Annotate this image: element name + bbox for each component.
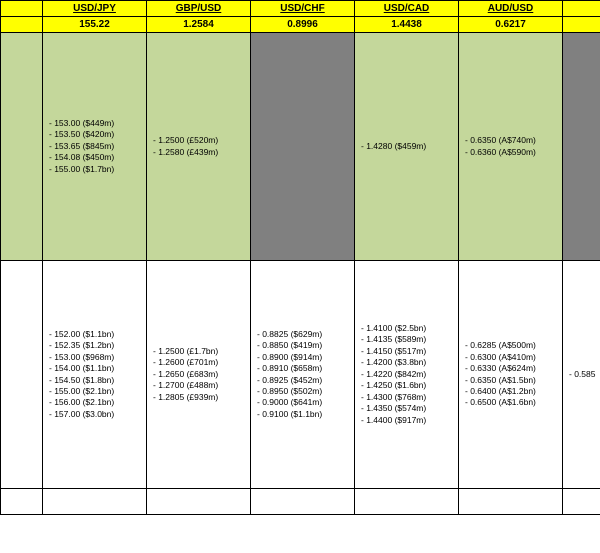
expiry-entry: 0.6300 (A$410m) (465, 352, 556, 363)
expiry-entry: 0.8900 ($914m) (257, 352, 348, 363)
header-pair-0: USD/JPY (43, 1, 147, 17)
expiry-entry: 1.4100 ($2.5bn) (361, 323, 452, 334)
green-cell-0: 153.00 ($449m)153.50 ($420m)153.65 ($845… (43, 33, 147, 261)
rate-1: 1.2584 (147, 17, 251, 33)
expiry-entry: 0.8910 ($658m) (257, 363, 348, 374)
footer-4 (459, 489, 563, 515)
expiry-entry: 153.00 ($449m) (49, 118, 140, 129)
header-pair-3: USD/CAD (355, 1, 459, 17)
white-sliver-left (1, 261, 43, 489)
expiry-entry: 0.8950 ($502m) (257, 386, 348, 397)
expiry-entry: 152.35 ($1.2bn) (49, 340, 140, 351)
white-band-row: 152.00 ($1.1bn)152.35 ($1.2bn)153.00 ($9… (1, 261, 600, 489)
expiry-entry: 1.4220 ($842m) (361, 369, 452, 380)
footer-0 (43, 489, 147, 515)
expiry-entry: 153.65 ($845m) (49, 141, 140, 152)
header-row: USD/JPY GBP/USD USD/CHF USD/CAD AUD/USD (1, 1, 600, 17)
expiry-entry: 1.2500 (£1.7bn) (153, 346, 244, 357)
footer-2 (251, 489, 355, 515)
expiry-entry: 1.4135 ($589m) (361, 334, 452, 345)
rate-3: 1.4438 (355, 17, 459, 33)
footer-blank-left (1, 489, 43, 515)
rate-2: 0.8996 (251, 17, 355, 33)
expiry-entry: 1.2805 (£939m) (153, 392, 244, 403)
expiry-entry: 1.2650 (£683m) (153, 369, 244, 380)
expiry-entry: 155.00 ($1.7bn) (49, 164, 140, 175)
footer-blank-right (563, 489, 600, 515)
green-cell-2 (251, 33, 355, 261)
green-sliver-right (563, 33, 600, 261)
footer-3 (355, 489, 459, 515)
white-sliver-right: 0.585 (563, 261, 600, 489)
expiry-entry: 1.2500 (£520m) (153, 135, 244, 146)
expiry-entry: 153.50 ($420m) (49, 129, 140, 140)
green-cell-4: 0.6350 (A$740m)0.6360 (A$590m) (459, 33, 563, 261)
header-blank-right (563, 1, 600, 17)
expiry-entry: 0.6330 (A$624m) (465, 363, 556, 374)
expiry-entry: 0.6360 (A$590m) (465, 147, 556, 158)
expiry-entry: 0.6500 (A$1.6bn) (465, 397, 556, 408)
green-cell-1: 1.2500 (£520m)1.2580 (£439m) (147, 33, 251, 261)
white-cell-1: 1.2500 (£1.7bn)1.2600 (£701m)1.2650 (£68… (147, 261, 251, 489)
rate-blank-right (563, 17, 600, 33)
footer-1 (147, 489, 251, 515)
expiry-entry: 157.00 ($3.0bn) (49, 409, 140, 420)
expiry-entry: 155.00 ($2.1bn) (49, 386, 140, 397)
expiry-entry: 0.585 (569, 369, 594, 380)
expiry-entry: 154.08 ($450m) (49, 152, 140, 163)
expiry-entry: 0.8925 ($452m) (257, 375, 348, 386)
white-cell-3: 1.4100 ($2.5bn)1.4135 ($589m)1.4150 ($51… (355, 261, 459, 489)
expiry-entry: 1.2580 (£439m) (153, 147, 244, 158)
footer-row (1, 489, 600, 515)
rate-row: 155.22 1.2584 0.8996 1.4438 0.6217 (1, 17, 600, 33)
expiry-entry: 1.4400 ($917m) (361, 415, 452, 426)
expiry-entry: 156.00 ($2.1bn) (49, 397, 140, 408)
expiry-entry: 0.9000 ($641m) (257, 397, 348, 408)
white-cell-0: 152.00 ($1.1bn)152.35 ($1.2bn)153.00 ($9… (43, 261, 147, 489)
rate-0: 155.22 (43, 17, 147, 33)
expiry-entry: 0.8850 ($419m) (257, 340, 348, 351)
white-cell-4: 0.6285 (A$500m)0.6300 (A$410m)0.6330 (A$… (459, 261, 563, 489)
rate-blank-left (1, 17, 43, 33)
expiry-entry: 0.6400 (A$1.2bn) (465, 386, 556, 397)
expiry-entry: 0.8825 ($629m) (257, 329, 348, 340)
expiry-entry: 1.4300 ($768m) (361, 392, 452, 403)
expiry-entry: 1.4250 ($1.6bn) (361, 380, 452, 391)
rate-4: 0.6217 (459, 17, 563, 33)
fx-expiries-table: USD/JPY GBP/USD USD/CHF USD/CAD AUD/USD … (0, 0, 600, 515)
expiry-entry: 0.6285 (A$500m) (465, 340, 556, 351)
green-sliver-left (1, 33, 43, 261)
expiry-entry: 154.50 ($1.8bn) (49, 375, 140, 386)
expiry-entry: 1.4200 ($3.8bn) (361, 357, 452, 368)
expiry-entry: 154.00 ($1.1bn) (49, 363, 140, 374)
expiry-entry: 1.4280 ($459m) (361, 141, 452, 152)
header-pair-2: USD/CHF (251, 1, 355, 17)
green-cell-3: 1.4280 ($459m) (355, 33, 459, 261)
expiry-entry: 1.4150 ($517m) (361, 346, 452, 357)
expiry-entry: 152.00 ($1.1bn) (49, 329, 140, 340)
header-blank-left (1, 1, 43, 17)
expiry-entry: 1.2600 (£701m) (153, 357, 244, 368)
header-pair-4: AUD/USD (459, 1, 563, 17)
white-cell-2: 0.8825 ($629m)0.8850 ($419m)0.8900 ($914… (251, 261, 355, 489)
expiry-entry: 153.00 ($968m) (49, 352, 140, 363)
expiry-entry: 0.9100 ($1.1bn) (257, 409, 348, 420)
expiry-entry: 1.4350 ($574m) (361, 403, 452, 414)
expiry-entry: 0.6350 (A$740m) (465, 135, 556, 146)
expiry-entry: 0.6350 (A$1.5bn) (465, 375, 556, 386)
green-band-row: 153.00 ($449m)153.50 ($420m)153.65 ($845… (1, 33, 600, 261)
expiry-entry: 1.2700 (£488m) (153, 380, 244, 391)
header-pair-1: GBP/USD (147, 1, 251, 17)
